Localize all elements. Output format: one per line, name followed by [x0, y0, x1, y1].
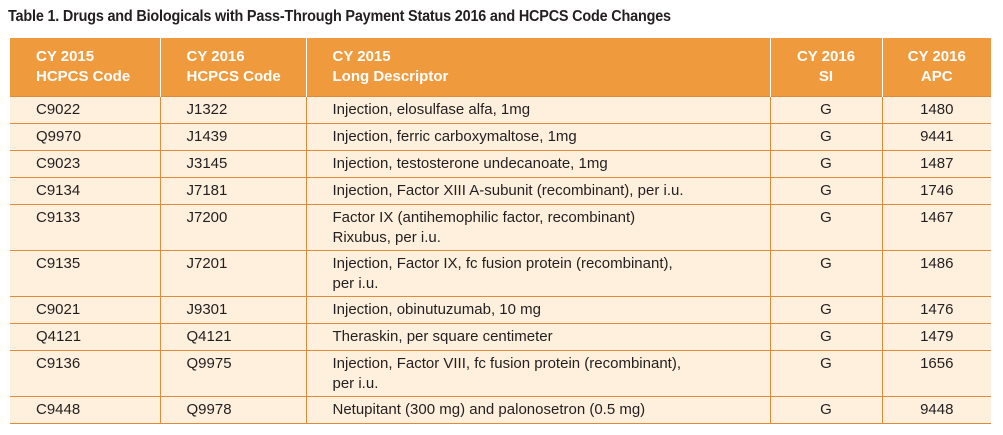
- descriptor-line: Factor IX (antihemophilic factor, recomb…: [332, 209, 636, 226]
- table-row: C9022 J1322 Injection, elosulfase alfa, 1m…: [10, 96, 991, 124]
- table-row: C9135 J7201 Injection, Factor IX, fc fusio…: [10, 250, 991, 297]
- header-cy2015-hcpcs-code: CY 2015 HCPCS Code: [10, 38, 160, 97]
- table-row: Q9970 J1439 Injection, ferric carboxymalto…: [10, 123, 991, 151]
- descriptor-line-continuation: Rixubus, per i.u.: [332, 229, 441, 246]
- descriptor-cell: Injection, Factor XIII A-subunit (recomb…: [305, 177, 770, 205]
- apc-cell: 1746: [881, 177, 991, 205]
- cy2015-code-cell: C9134: [10, 177, 160, 205]
- table-row: C9133 J7200 Factor IX (antihemophilic fact…: [10, 204, 991, 251]
- descriptor-line: Injection, obinutuzumab, 10 mg: [332, 301, 541, 318]
- apc-cell: 1487: [881, 150, 991, 178]
- descriptor-line: Injection, ferric carboxymaltose, 1mg: [332, 128, 577, 145]
- header-cy2016-si: CY 2016 SI: [769, 38, 882, 97]
- pass-through-table: CY 2015 HCPCS Code CY 2016 HCPCS Code CY 2…: [10, 38, 991, 424]
- table-row: C9448 Q9978 Netupitant (300 mg) and palono…: [10, 396, 991, 424]
- descriptor-line-continuation: per i.u.: [332, 375, 379, 392]
- cy2016-code-cell: J3145: [159, 150, 306, 178]
- apc-cell: 1486: [881, 250, 991, 297]
- descriptor-line: Injection, Factor VIII, fc fusion protei…: [332, 355, 682, 372]
- si-cell: G: [769, 296, 882, 324]
- header-cy2016-hcpcs-code: CY 2016 HCPCS Code: [159, 38, 306, 97]
- descriptor-cell: Injection, Factor IX, fc fusion protein …: [305, 250, 770, 297]
- table-row: C9134 J7181 Injection, Factor XIII A-subun…: [10, 177, 991, 205]
- table-caption: Table 1. Drugs and Biologicals with Pass…: [8, 8, 671, 25]
- si-cell: G: [769, 350, 882, 397]
- si-cell: G: [769, 96, 882, 124]
- si-cell: G: [769, 177, 882, 205]
- table-header-row: CY 2015 HCPCS Code CY 2016 HCPCS Code CY 2…: [10, 38, 991, 97]
- si-cell: G: [769, 204, 882, 251]
- si-cell: G: [769, 396, 882, 424]
- apc-cell: 1476: [881, 296, 991, 324]
- cy2016-code-cell: J1322: [159, 96, 306, 124]
- cy2015-code-cell: C9136: [10, 350, 160, 397]
- table-row: C9136 Q9975 Injection, Factor VIII, fc fus…: [10, 350, 991, 397]
- descriptor-cell: Injection, testosterone undecanoate, 1mg: [305, 150, 770, 178]
- cy2015-code-cell: C9448: [10, 396, 160, 424]
- cy2016-code-cell: J7200: [159, 204, 306, 251]
- descriptor-line: Theraskin, per square centimeter: [332, 328, 553, 345]
- cy2016-code-cell: J7181: [159, 177, 306, 205]
- descriptor-cell: Injection, obinutuzumab, 10 mg: [305, 296, 770, 324]
- descriptor-line: Injection, elosulfase alfa, 1mg: [332, 101, 531, 118]
- si-cell: G: [769, 250, 882, 297]
- apc-cell: 9448: [881, 396, 991, 424]
- cy2015-code-cell: C9021: [10, 296, 160, 324]
- cy2016-code-cell: Q4121: [159, 323, 306, 351]
- cy2016-code-cell: Q9975: [159, 350, 306, 397]
- table-row: Q4121 Q4121 Theraskin, per square centimet…: [10, 323, 991, 351]
- cy2016-code-cell: J7201: [159, 250, 306, 297]
- descriptor-line: Injection, Factor XIII A-subunit (recomb…: [332, 182, 684, 199]
- cy2016-code-cell: Q9978: [159, 396, 306, 424]
- descriptor-cell: Netupitant (300 mg) and palonosetron (0.…: [305, 396, 770, 424]
- si-cell: G: [769, 323, 882, 351]
- descriptor-line-continuation: per i.u.: [332, 275, 379, 292]
- apc-cell: 9441: [881, 123, 991, 151]
- descriptor-line: Injection, testosterone undecanoate, 1mg: [332, 155, 608, 172]
- apc-cell: 1467: [881, 204, 991, 251]
- descriptor-cell: Injection, ferric carboxymaltose, 1mg: [305, 123, 770, 151]
- cy2015-code-cell: C9133: [10, 204, 160, 251]
- table-body: C9022 J1322 Injection, elosulfase alfa, 1m…: [10, 96, 991, 424]
- cy2015-code-cell: C9135: [10, 250, 160, 297]
- si-cell: G: [769, 150, 882, 178]
- cy2016-code-cell: J9301: [159, 296, 306, 324]
- apc-cell: 1480: [881, 96, 991, 124]
- header-cy2015-long-descriptor: CY 2015 Long Descriptor: [305, 38, 770, 97]
- descriptor-cell: Theraskin, per square centimeter: [305, 323, 770, 351]
- descriptor-line: Netupitant (300 mg) and palonosetron (0.…: [332, 401, 646, 418]
- descriptor-cell: Injection, Factor VIII, fc fusion protei…: [305, 350, 770, 397]
- descriptor-cell: Injection, elosulfase alfa, 1mg: [305, 96, 770, 124]
- table-row: C9023 J3145 Injection, testosterone undeca…: [10, 150, 991, 178]
- table-row: C9021 J9301 Injection, obinutuzumab, 10 mg…: [10, 296, 991, 324]
- cy2016-code-cell: J1439: [159, 123, 306, 151]
- cy2015-code-cell: Q9970: [10, 123, 160, 151]
- header-cy2016-apc: CY 2016 APC: [881, 38, 991, 97]
- descriptor-line: Injection, Factor IX, fc fusion protein …: [332, 255, 673, 272]
- si-cell: G: [769, 123, 882, 151]
- apc-cell: 1479: [881, 323, 991, 351]
- cy2015-code-cell: C9023: [10, 150, 160, 178]
- cy2015-code-cell: C9022: [10, 96, 160, 124]
- descriptor-cell: Factor IX (antihemophilic factor, recomb…: [305, 204, 770, 251]
- cy2015-code-cell: Q4121: [10, 323, 160, 351]
- apc-cell: 1656: [881, 350, 991, 397]
